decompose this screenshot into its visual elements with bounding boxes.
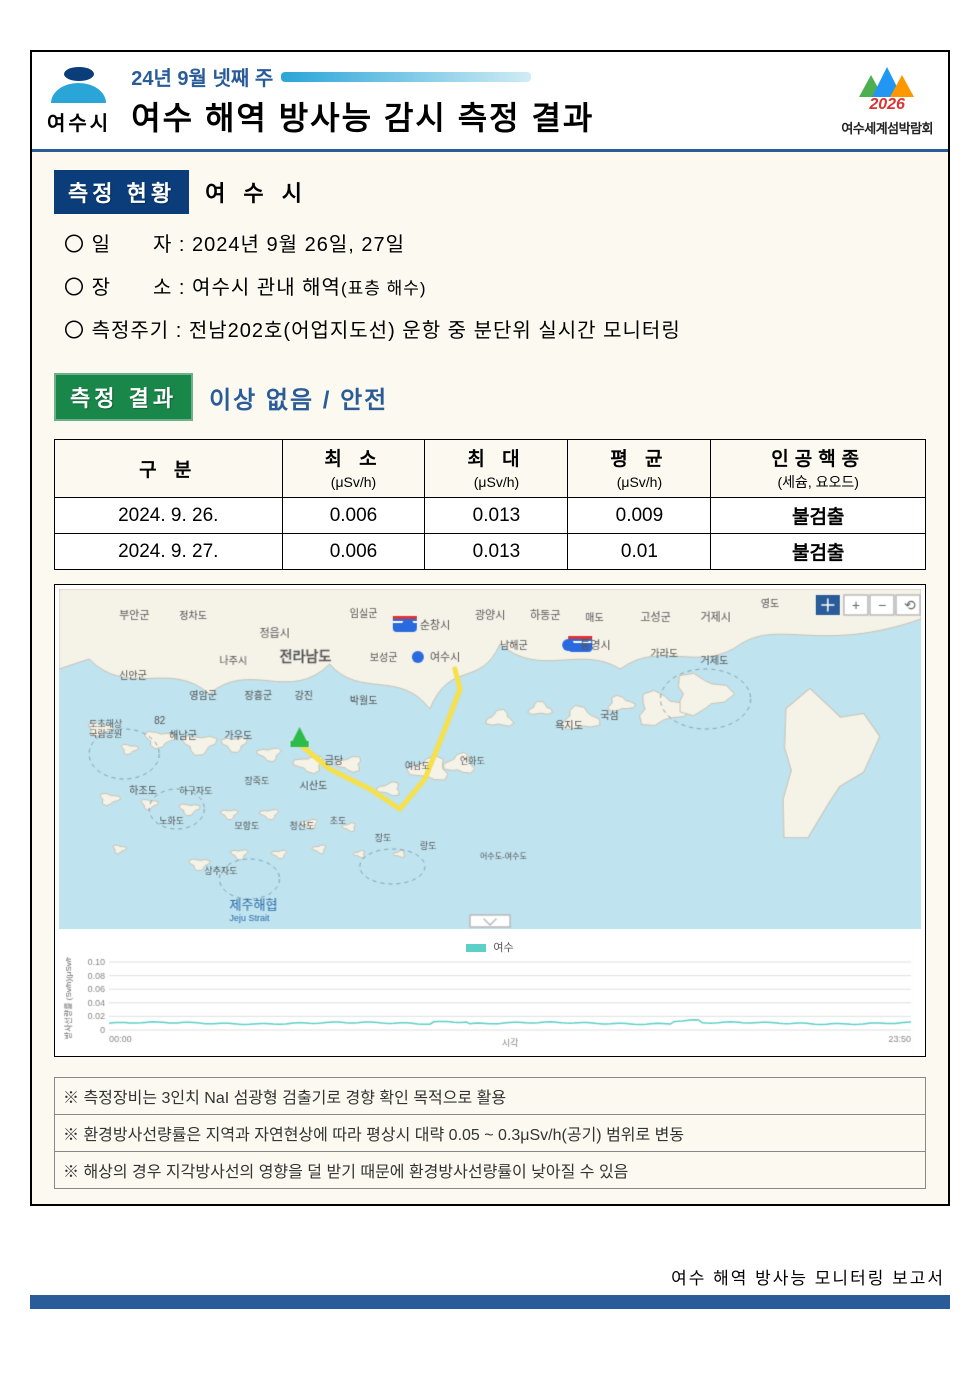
status-info-item: 〇 측정주기 : 전남202호(어업지도선) 운항 중 분단위 실시간 모니터링 xyxy=(64,314,926,343)
footnote-line: ※ 해상의 경우 지각방사선의 영향을 덜 받기 때문에 환경방사선량률이 낮아… xyxy=(55,1152,925,1188)
result-heading-row: 측정 결과 이상 없음 / 안전 xyxy=(54,373,926,421)
legend-label: 여수 xyxy=(493,942,513,954)
report-page: 여수시 24년 9월 넷째 주 여수 해역 방사능 감시 측정 결과 2026 … xyxy=(30,50,950,1206)
table-col-header: 최 대(μSv/h) xyxy=(425,440,568,498)
yeosu-city-logo: 여수시 xyxy=(47,65,111,136)
table-cell: 2024. 9. 27. xyxy=(55,534,283,570)
table-cell: 불검출 xyxy=(711,534,926,570)
header-titles: 24년 9월 넷째 주 여수 해역 방사능 감시 측정 결과 xyxy=(131,62,831,139)
table-row: 2024. 9. 27.0.0060.0130.01불검출 xyxy=(55,534,926,570)
result-table: 구 분최 소(μSv/h)최 대(μSv/h)평 균(μSv/h)인공핵종(세슘… xyxy=(54,439,926,570)
table-body: 2024. 9. 26.0.0060.0130.009불검출2024. 9. 2… xyxy=(55,498,926,570)
report-body: 측정 현황 여 수 시 〇 일 자 : 2024년 9월 26일, 27일 〇 장… xyxy=(32,152,948,1204)
chart-legend: 여수 xyxy=(59,937,921,957)
status-tag-side: 여 수 시 xyxy=(205,176,308,208)
footnotes-box: ※ 측정장비는 3인치 NaI 섬광형 검출기로 경향 확인 목적으로 활용※ … xyxy=(54,1077,926,1189)
status-tag: 측정 현황 xyxy=(54,170,189,214)
table-col-header: 인공핵종(세슘, 요오드) xyxy=(711,440,926,498)
report-header: 여수시 24년 9월 넷째 주 여수 해역 방사능 감시 측정 결과 2026 … xyxy=(32,52,948,152)
legend-swatch xyxy=(466,944,486,952)
dose-chart-area: 여수 xyxy=(59,937,921,1052)
footnote-line: ※ 측정장비는 3인치 NaI 섬광형 검출기로 경향 확인 목적으로 활용 xyxy=(55,1078,925,1115)
expo-text: 여수세계섬박람회 xyxy=(841,118,933,137)
map-chart-region: 여수 xyxy=(54,584,926,1057)
yeosu-logo-text: 여수시 xyxy=(47,107,111,136)
subtitle-decoration xyxy=(281,72,531,82)
yeosu-logo-icon xyxy=(49,65,109,105)
expo-year: 2026 xyxy=(869,96,905,114)
expo-logo-icon xyxy=(857,65,917,100)
footer-text: 여수 해역 방사능 모니터링 보고서 xyxy=(0,1256,980,1293)
table-cell: 0.01 xyxy=(568,534,711,570)
status-info-item: 〇 일 자 : 2024년 9월 26일, 27일 xyxy=(64,228,926,257)
table-col-header: 평 균(μSv/h) xyxy=(568,440,711,498)
dose-chart xyxy=(59,957,921,1052)
header-subtitle: 24년 9월 넷째 주 xyxy=(131,62,831,91)
footnote-line: ※ 환경방사선량률은 지역과 자연현상에 따라 평상시 대략 0.05 ~ 0.… xyxy=(55,1115,925,1152)
table-cell: 2024. 9. 26. xyxy=(55,498,283,534)
status-info-item: 〇 장 소 : 여수시 관내 해역(표층 해수) xyxy=(64,271,926,300)
header-title: 여수 해역 방사능 감시 측정 결과 xyxy=(131,93,831,139)
table-cell: 0.013 xyxy=(425,534,568,570)
result-tag-side: 이상 없음 / 안전 xyxy=(209,380,388,415)
status-info-list: 〇 일 자 : 2024년 9월 26일, 27일 〇 장 소 : 여수시 관내 … xyxy=(64,228,926,343)
table-row: 2024. 9. 26.0.0060.0130.009불검출 xyxy=(55,498,926,534)
table-cell: 0.006 xyxy=(282,534,425,570)
table-cell: 0.013 xyxy=(425,498,568,534)
route-map xyxy=(59,589,921,929)
table-col-header: 최 소(μSv/h) xyxy=(282,440,425,498)
table-cell: 불검출 xyxy=(711,498,926,534)
status-heading-row: 측정 현황 여 수 시 xyxy=(54,170,926,214)
subtitle-text: 24년 9월 넷째 주 xyxy=(131,62,273,91)
table-cell: 0.006 xyxy=(282,498,425,534)
table-col-header: 구 분 xyxy=(55,440,283,498)
expo-logo: 2026 여수세계섬박람회 xyxy=(841,65,933,137)
table-header-row: 구 분최 소(μSv/h)최 대(μSv/h)평 균(μSv/h)인공핵종(세슘… xyxy=(55,440,926,498)
table-cell: 0.009 xyxy=(568,498,711,534)
result-tag: 측정 결과 xyxy=(54,373,193,421)
footer-bar xyxy=(30,1295,950,1309)
